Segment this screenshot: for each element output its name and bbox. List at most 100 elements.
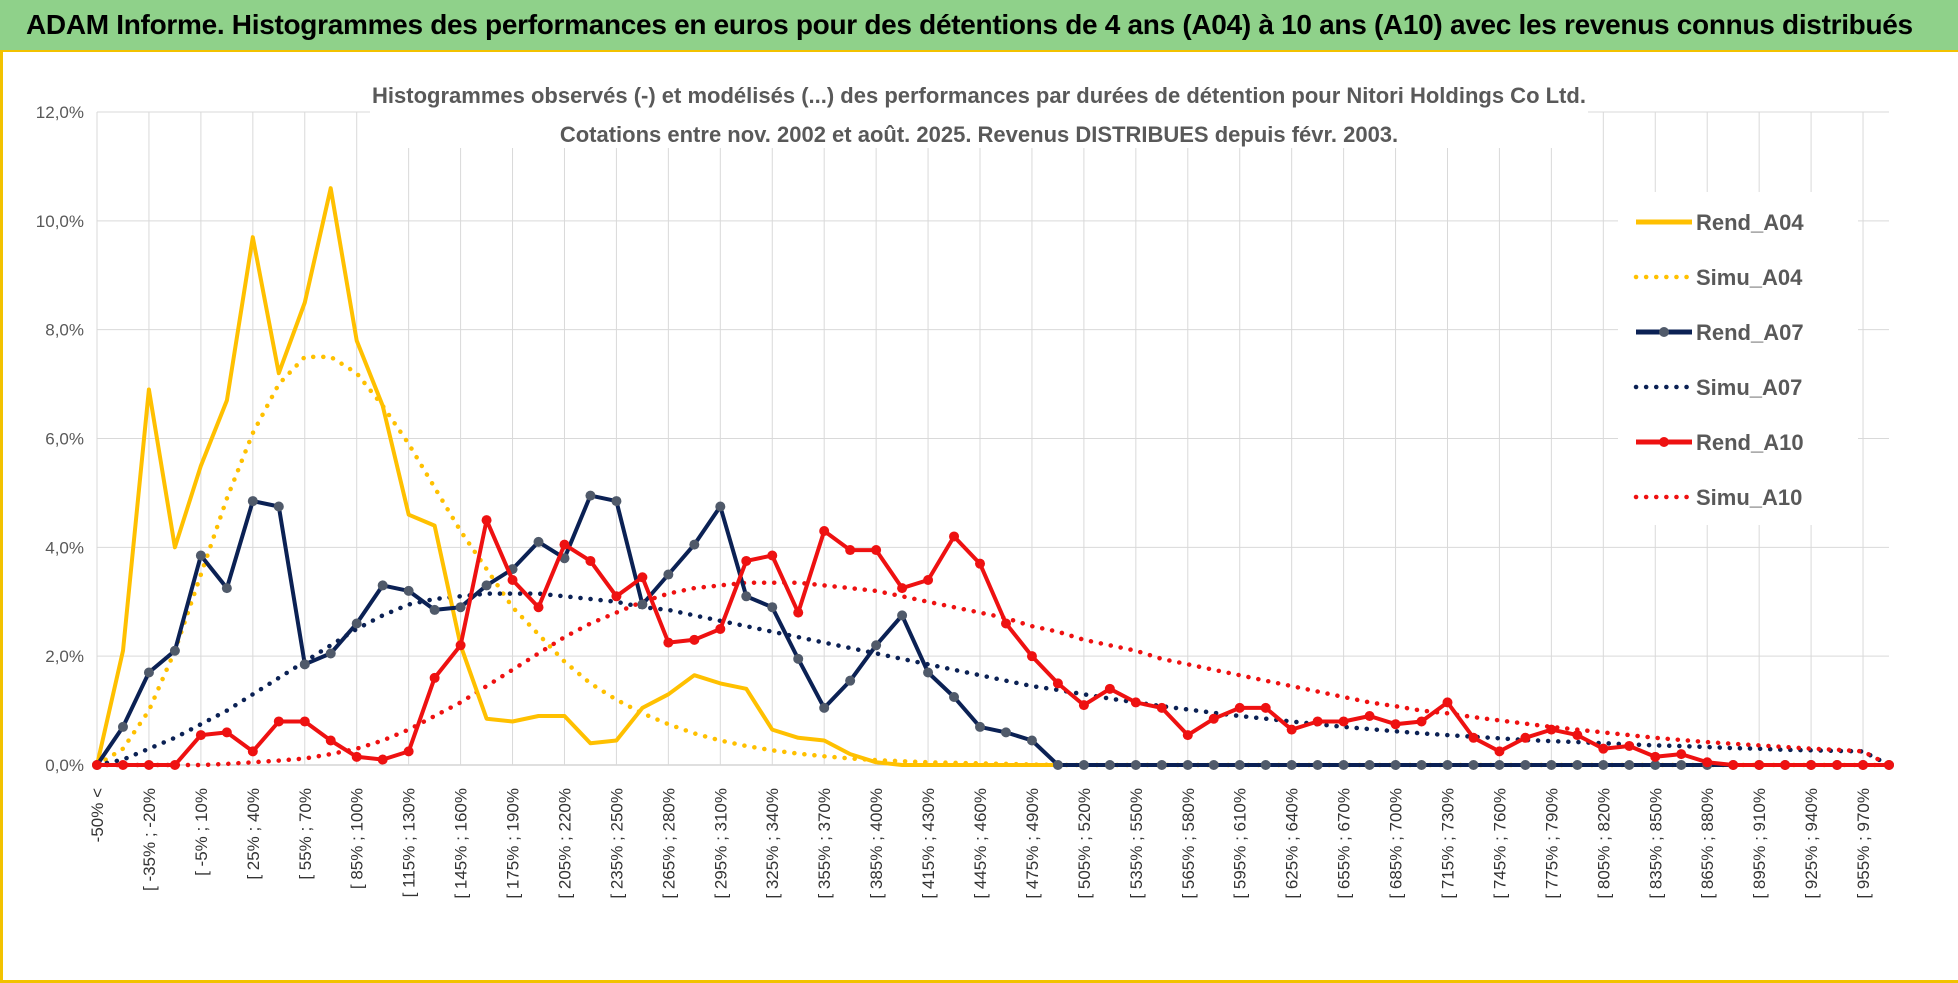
series-line-simu-a10 xyxy=(94,580,1892,768)
data-point xyxy=(1780,760,1791,770)
data-point xyxy=(169,645,180,656)
data-point xyxy=(1390,760,1401,770)
data-point xyxy=(715,501,726,512)
legend: Rend_A04 Simu_A04 Rend_A07 Simu_A07 Rend_A10… xyxy=(1618,192,1858,525)
data-point xyxy=(117,760,128,770)
data-point xyxy=(871,545,882,556)
data-point xyxy=(429,672,440,683)
data-point xyxy=(1182,760,1193,770)
x-tick-label: [ 625% ; 640% xyxy=(1283,788,1302,899)
data-point xyxy=(221,583,232,594)
data-point xyxy=(1546,724,1557,735)
data-point xyxy=(1598,743,1609,754)
legend-item-rend-a10: Rend_A10 xyxy=(1636,430,1804,455)
data-point xyxy=(1156,760,1167,770)
legend-label: Rend_A04 xyxy=(1696,210,1804,235)
x-tick-label: [ 925% ; 940% xyxy=(1802,788,1821,899)
data-point xyxy=(767,602,778,613)
data-point xyxy=(1260,760,1271,770)
x-tick-label: [ 475% ; 490% xyxy=(1023,788,1042,899)
data-point xyxy=(1130,760,1141,770)
data-point xyxy=(1286,724,1297,735)
data-point xyxy=(715,623,726,634)
legend-label: Simu_A10 xyxy=(1696,485,1802,510)
x-tick-label: [ 415% ; 430% xyxy=(919,788,938,899)
data-point xyxy=(221,727,232,738)
x-tick-label: [ 595% ; 610% xyxy=(1231,788,1250,899)
x-tick-label: [ 205% ; 220% xyxy=(555,788,574,899)
data-point xyxy=(351,618,362,629)
data-point xyxy=(1676,749,1687,760)
legend-background xyxy=(1618,192,1858,525)
y-axis-ticks: 0,0% 2,0% 4,0% 6,0% 8,0% 10,0% 12,0% xyxy=(36,103,84,775)
x-tick-label: -50% < xyxy=(88,788,107,842)
x-tick-label: [ 265% ; 280% xyxy=(659,788,678,899)
legend-marker xyxy=(1659,437,1669,447)
data-point xyxy=(897,583,908,594)
x-tick-label: [ 175% ; 190% xyxy=(504,788,523,899)
data-point xyxy=(403,746,414,757)
x-tick-label: [ 325% ; 340% xyxy=(763,788,782,899)
x-tick-label: [ 25% ; 40% xyxy=(244,788,263,880)
data-point xyxy=(1598,760,1609,770)
x-tick-label: [ 145% ; 160% xyxy=(452,788,471,899)
x-tick-label: [ -35% ; -20% xyxy=(140,788,159,891)
legend-item-rend-a07: Rend_A07 xyxy=(1636,320,1804,345)
data-point xyxy=(1416,716,1427,727)
data-point xyxy=(351,751,362,762)
x-axis-ticks: -50% < [ -35% ; -20% [ -5% ; 10% [ 25% ; 40… xyxy=(88,788,1873,899)
data-point xyxy=(169,760,180,770)
data-point xyxy=(1364,711,1375,722)
data-point xyxy=(247,496,258,507)
data-point xyxy=(325,648,336,659)
data-point xyxy=(1208,760,1219,770)
data-point xyxy=(1078,700,1089,711)
data-point xyxy=(429,604,440,615)
x-tick-label: [ 115% ; 130% xyxy=(400,788,419,897)
x-tick-label: [ 895% ; 910% xyxy=(1750,788,1769,899)
legend-label: Rend_A10 xyxy=(1696,430,1804,455)
data-point xyxy=(273,501,284,512)
data-point xyxy=(1234,760,1245,770)
data-point xyxy=(1806,760,1817,770)
x-tick-label: [ 355% ; 370% xyxy=(815,788,834,899)
data-point xyxy=(1052,678,1063,689)
data-point xyxy=(481,580,492,591)
data-point xyxy=(455,602,466,613)
data-point xyxy=(611,591,622,602)
x-tick-label: [ 385% ; 400% xyxy=(867,788,886,899)
data-point xyxy=(1676,760,1687,770)
data-point xyxy=(1520,732,1531,743)
data-point xyxy=(92,760,102,770)
data-point xyxy=(793,607,804,618)
x-tick-label: [ 955% ; 970% xyxy=(1854,788,1873,899)
data-point xyxy=(1468,732,1479,743)
data-point xyxy=(273,716,284,727)
legend-item-simu-a07: Simu_A07 xyxy=(1633,375,1802,400)
data-point xyxy=(559,539,570,550)
data-point xyxy=(1572,760,1583,770)
data-point xyxy=(793,653,804,664)
data-point xyxy=(195,550,206,561)
data-point xyxy=(585,555,596,566)
data-point xyxy=(949,691,960,702)
data-point xyxy=(1156,702,1167,713)
x-tick-label: [ 55% ; 70% xyxy=(296,788,315,880)
data-point xyxy=(1858,760,1869,770)
x-tick-label: [ 775% ; 790% xyxy=(1542,788,1561,899)
data-point xyxy=(143,760,154,770)
data-point xyxy=(1728,760,1739,770)
data-point xyxy=(871,640,882,651)
series-simu-a07 xyxy=(94,591,1892,768)
data-point xyxy=(1026,651,1037,662)
data-point xyxy=(975,558,986,569)
data-point xyxy=(923,574,934,585)
data-point xyxy=(637,572,648,583)
data-point xyxy=(1832,760,1843,770)
data-point xyxy=(1624,740,1635,751)
data-point xyxy=(1078,760,1089,770)
data-point xyxy=(1494,746,1505,757)
data-point xyxy=(897,610,908,621)
legend-marker xyxy=(1659,327,1669,337)
data-point xyxy=(1182,730,1193,741)
